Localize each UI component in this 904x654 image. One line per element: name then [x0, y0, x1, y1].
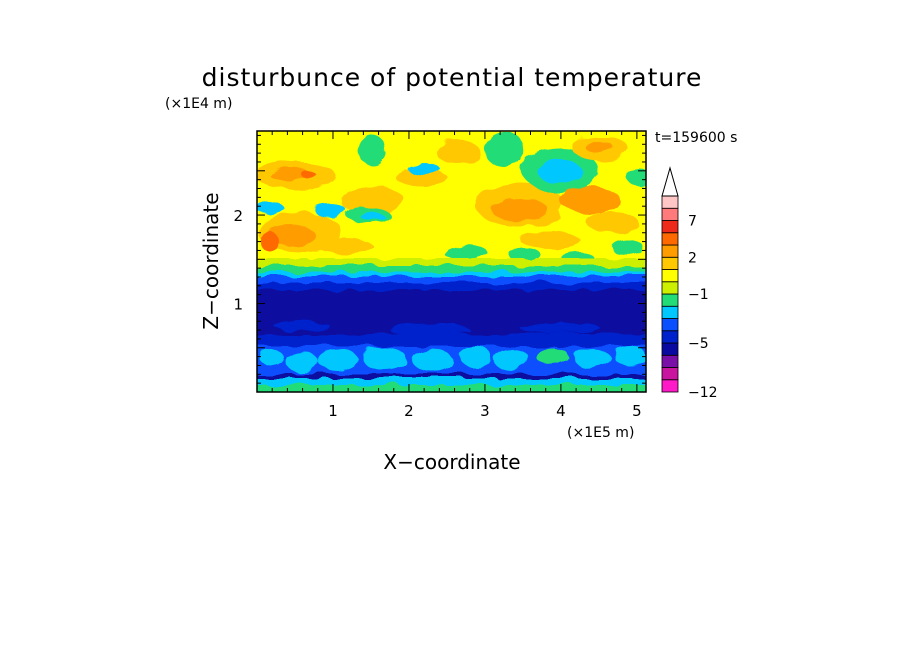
colorbar-swatch: [661, 281, 679, 295]
plot-frame: [256, 130, 647, 393]
colorbar-extend-arrow: [661, 166, 679, 197]
colorbar-swatch: [661, 342, 679, 356]
time-label: t=159600 s: [655, 130, 737, 146]
y-tick-label: 2: [233, 207, 243, 225]
x-tick-label: 4: [556, 402, 566, 420]
colorbar-swatch: [661, 269, 679, 283]
y-unit-label: (×1E4 m): [165, 96, 232, 112]
x-tick-label: 5: [632, 402, 642, 420]
colorbar-swatch: [661, 244, 679, 258]
x-unit-label: (×1E5 m): [567, 425, 634, 441]
colorbar-tick-label: −1: [688, 287, 709, 303]
x-ticks: 1 2 3 4 5: [271, 131, 642, 420]
x-tick-label: 3: [480, 402, 490, 420]
colorbar-swatch: [661, 379, 679, 393]
chart-title: disturbunce of potential temperature: [202, 63, 703, 92]
y-tick-label: 1: [233, 296, 243, 314]
colorbar-tick-label: −5: [688, 336, 709, 352]
colorbar-tick-label: 2: [688, 250, 697, 266]
colorbar-swatch: [661, 256, 679, 270]
x-tick-label: 1: [328, 402, 338, 420]
colorbar-swatch: [661, 220, 679, 234]
y-axis-title: Z−coordinate: [199, 192, 223, 329]
y-ticks: 12: [233, 134, 646, 384]
colorbar: 7 2 −1 −5 −12: [661, 166, 718, 401]
colorbar-swatch: [661, 367, 679, 381]
colorbar-swatch: [661, 330, 679, 344]
x-tick-label: 2: [404, 402, 414, 420]
colorbar-swatch: [661, 232, 679, 246]
colorbar-tick-label: −12: [688, 385, 718, 401]
colorbar-swatch: [661, 207, 679, 221]
colorbar-swatch: [661, 354, 679, 368]
colorbar-swatch: [661, 293, 679, 307]
x-axis-title: X−coordinate: [383, 450, 520, 474]
colorbar-swatch: [661, 195, 679, 209]
colorbar-swatch: [661, 305, 679, 319]
colorbar-tick-label: 7: [688, 214, 697, 230]
contour-field: [257, 131, 646, 392]
colorbar-swatch: [661, 318, 679, 332]
